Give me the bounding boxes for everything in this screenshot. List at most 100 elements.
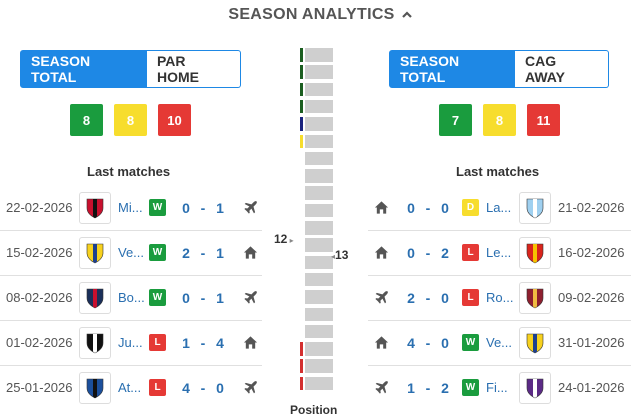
match-score[interactable]: 1-2	[404, 380, 452, 396]
right-match-row[interactable]: 1-2 W Fi... 24-01-2026	[368, 365, 631, 410]
score-dash: -	[200, 334, 206, 351]
score-home: 0	[182, 199, 190, 216]
tab-season-total-right[interactable]: SEASON TOTAL	[389, 50, 515, 88]
result-badge: W	[149, 289, 166, 306]
match-date: 21-02-2026	[558, 200, 625, 215]
match-score[interactable]: 0-1	[179, 200, 227, 216]
match-date: 08-02-2026	[6, 290, 73, 305]
result-badge: W	[462, 379, 479, 396]
right-match-row[interactable]: 0-0 D La... 21-02-2026	[368, 185, 631, 230]
left-team-position: 12 ▸	[274, 232, 294, 246]
match-score[interactable]: 0-1	[179, 290, 227, 306]
venue-indicator	[373, 380, 389, 396]
row-divider	[368, 365, 631, 366]
left-match-row[interactable]: 15-02-2026 Ve... W 2-1	[0, 230, 262, 275]
milan-crest-icon	[86, 198, 104, 218]
plane-icon	[374, 381, 388, 394]
roma-crest-icon	[526, 288, 544, 308]
juventus-crest-icon	[86, 333, 104, 353]
right-result-counts: 7 8 11	[439, 104, 560, 136]
row-divider	[0, 275, 262, 276]
venue-indicator	[242, 245, 258, 261]
venue-indicator	[242, 335, 258, 351]
result-badge: W	[149, 244, 166, 261]
plane-icon	[374, 291, 388, 304]
score-dash: -	[425, 244, 431, 261]
position-slot	[305, 82, 333, 97]
row-divider	[368, 230, 631, 231]
venue-indicator	[242, 380, 258, 396]
position-slot	[305, 238, 333, 252]
position-zone-marker	[300, 359, 303, 373]
left-count-2: 10	[158, 104, 191, 136]
opponent-name[interactable]: La...	[486, 200, 512, 215]
position-zone-marker	[300, 134, 303, 148]
right-match-row[interactable]: 4-0 W Ve... 31-01-2026	[368, 320, 631, 365]
score-away: 2	[441, 244, 449, 261]
opponent-name[interactable]: Ro...	[486, 290, 514, 305]
left-count-0: 8	[70, 104, 103, 136]
score-away: 4	[216, 334, 224, 351]
position-zone-marker	[300, 82, 303, 97]
match-date: 09-02-2026	[558, 290, 625, 305]
row-divider	[368, 320, 631, 321]
opponent-name[interactable]: At...	[118, 380, 142, 395]
lecce-crest-icon	[526, 243, 544, 263]
opponent-name[interactable]: Mi...	[118, 200, 143, 215]
tab-par-home[interactable]: PAR HOME	[147, 50, 241, 88]
home-icon	[374, 246, 388, 259]
tab-season-total-left[interactable]: SEASON TOTAL	[20, 50, 147, 88]
left-match-row[interactable]: 08-02-2026 Bo... W 0-1	[0, 275, 262, 320]
right-last-matches-title: Last matches	[456, 164, 540, 179]
position-slot	[305, 186, 333, 200]
score-dash: -	[425, 199, 431, 216]
position-slot	[305, 99, 333, 114]
opponent-name[interactable]: Fi...	[486, 380, 508, 395]
left-tabs: SEASON TOTAL PAR HOME	[20, 50, 241, 88]
caret-right-icon: ▸	[287, 236, 294, 245]
left-match-row[interactable]: 25-01-2026 At... L 4-0	[0, 365, 262, 410]
section-title: SEASON ANALYTICS	[228, 6, 395, 23]
opponent-name[interactable]: Le...	[486, 245, 512, 260]
score-dash: -	[200, 244, 206, 261]
match-score[interactable]: 2-0	[404, 290, 452, 306]
position-slot	[305, 65, 333, 79]
score-home: 0	[407, 199, 415, 216]
match-score[interactable]: 0-2	[404, 245, 452, 261]
team-crest	[79, 281, 111, 314]
match-score[interactable]: 2-1	[179, 245, 227, 261]
position-slot	[305, 255, 333, 270]
score-dash: -	[200, 379, 206, 396]
opponent-name[interactable]: Ve...	[118, 245, 145, 260]
season-analytics-header[interactable]: SEASON ANALYTICS	[0, 6, 641, 24]
position-zone-marker	[300, 48, 303, 62]
position-slot	[305, 169, 333, 183]
score-home: 2	[407, 289, 415, 306]
position-slot	[305, 376, 333, 391]
row-divider	[0, 320, 262, 321]
right-count-1: 8	[483, 104, 516, 136]
match-score[interactable]: 0-0	[404, 200, 452, 216]
score-away: 2	[441, 379, 449, 396]
left-match-row[interactable]: 22-02-2026 Mi... W 0-1	[0, 185, 262, 230]
tab-cag-away[interactable]: CAG AWAY	[515, 50, 609, 88]
opponent-name[interactable]: Bo...	[118, 290, 145, 305]
left-match-row[interactable]: 01-02-2026 Ju... L 1-4	[0, 320, 262, 365]
match-score[interactable]: 4-0	[404, 335, 452, 351]
venue-indicator	[373, 200, 389, 216]
position-slot	[305, 272, 333, 287]
result-badge: L	[462, 244, 479, 261]
score-dash: -	[200, 289, 206, 306]
right-match-row[interactable]: 2-0 L Ro... 09-02-2026	[368, 275, 631, 320]
match-score[interactable]: 1-4	[179, 335, 227, 351]
match-score[interactable]: 4-0	[179, 380, 227, 396]
opponent-name[interactable]: Ju...	[118, 335, 143, 350]
team-crest	[79, 326, 111, 359]
right-tabs: SEASON TOTAL CAG AWAY	[389, 50, 609, 88]
score-home: 0	[407, 244, 415, 261]
position-label: Position	[290, 403, 338, 417]
opponent-name[interactable]: Ve...	[486, 335, 513, 350]
right-match-row[interactable]: 0-2 L Le... 16-02-2026	[368, 230, 631, 275]
position-zone-marker	[300, 65, 303, 79]
right-count-0: 7	[439, 104, 472, 136]
